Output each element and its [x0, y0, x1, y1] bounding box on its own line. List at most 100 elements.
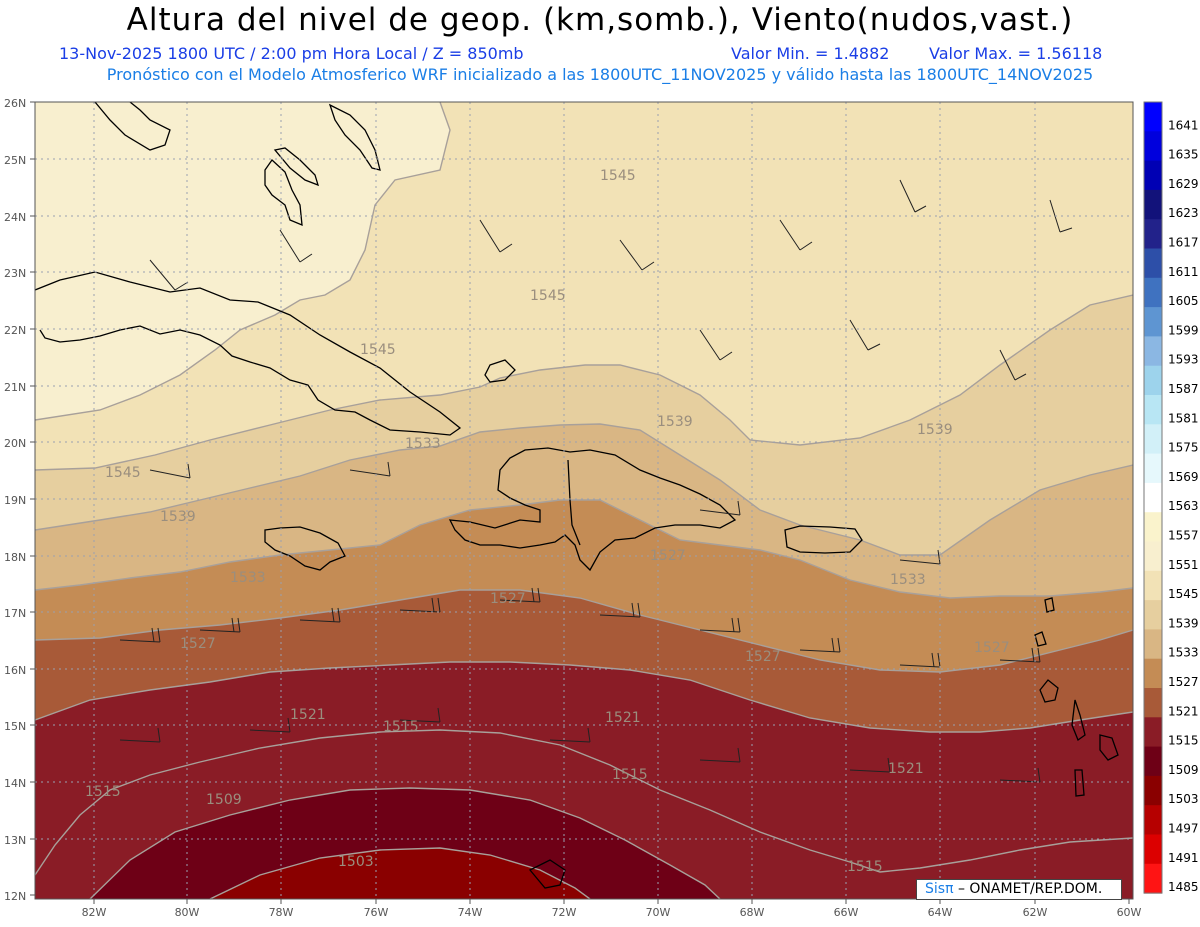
hispaniola-coast	[448, 447, 737, 572]
contour-label: 1539	[917, 422, 953, 438]
lon-label: 68W	[740, 906, 765, 919]
lat-label: 16N	[4, 664, 26, 677]
lat-label: 12N	[4, 890, 26, 903]
lat-label: 26N	[4, 97, 26, 110]
lat-label: 13N	[4, 834, 26, 847]
contour-labels: 1545 1545 1545 1545 1539 1539 1539 1533 …	[85, 168, 1010, 875]
band-1503	[210, 848, 590, 899]
jamaica-coast	[264, 526, 346, 571]
contour-label: 1545	[530, 288, 566, 304]
colorbar-swatch	[1144, 424, 1162, 455]
haiti-dr-border	[567, 459, 581, 546]
lon-label: 72W	[552, 906, 577, 919]
max-value-label: Valor Max. = 1.56118	[929, 44, 1103, 63]
colorbar-swatch	[1144, 189, 1162, 220]
contour-label: 1533	[890, 572, 926, 588]
contour-label: 1533	[230, 570, 266, 586]
lon-label: 64W	[928, 906, 953, 919]
colorbar-label: 1515	[1168, 734, 1199, 748]
lat-label: 19N	[4, 494, 26, 507]
latitude-axis: 26N 25N 24N 23N 22N 21N 20N 19N 18N 17N …	[4, 97, 26, 903]
contour-label: 1503	[338, 854, 374, 870]
contour-label: 1521	[888, 761, 924, 777]
colorbar-swatch	[1144, 512, 1162, 542]
lon-label: 74W	[458, 906, 483, 919]
lat-label: 18N	[4, 551, 26, 564]
date-time-label: 13-Nov-2025 1800 UTC / 2:00 pm Hora Loca…	[59, 44, 524, 63]
contour-label: 1545	[600, 168, 636, 184]
colorbar-swatch	[1144, 717, 1162, 748]
colorbar-swatch	[1144, 336, 1162, 367]
colorbar-swatch	[1144, 834, 1162, 865]
longitude-axis: 82W 80W 78W 76W 74W 72W 70W 68W 66W 64W …	[82, 906, 1142, 919]
turks-caicos	[484, 359, 516, 383]
wind-barbs	[119, 179, 1073, 783]
colorbar-label: 1539	[1168, 616, 1199, 630]
st-vincent	[1074, 769, 1085, 797]
colorbar-swatch	[1144, 775, 1162, 806]
model-info-line: Pronóstico con el Modelo Atmosferico WRF…	[106, 65, 1094, 84]
contour-label: 1515	[383, 719, 419, 735]
colorbar-swatch	[1144, 395, 1162, 425]
lat-label: 22N	[4, 324, 26, 337]
map-area: 1545 1545 1545 1545 1539 1539 1539 1533 …	[35, 102, 1133, 899]
colorbar-label: 1551	[1168, 558, 1199, 572]
min-value-label: Valor Min. = 1.4882	[731, 44, 890, 63]
credit-pi: π	[945, 881, 954, 897]
credit-box: Sisπ – ONAMET/REP.DOM.	[916, 879, 1122, 900]
martinique-dominica	[1071, 699, 1086, 742]
lon-label: 62W	[1023, 906, 1048, 919]
colorbar-label: 1635	[1168, 148, 1199, 162]
antigua	[1044, 597, 1055, 613]
contour-label: 1539	[160, 509, 196, 525]
colorbar-label: 1533	[1168, 646, 1199, 660]
lon-label: 78W	[269, 906, 294, 919]
credit-text: – ONAMET/REP.DOM.	[953, 881, 1103, 897]
contour-label: 1545	[360, 342, 396, 358]
band-1551	[35, 102, 450, 420]
colorbar-label: 1581	[1168, 411, 1199, 425]
colorbar-label: 1527	[1168, 675, 1199, 689]
colorbar-label: 1545	[1168, 587, 1199, 601]
contour-label: 1539	[657, 414, 693, 430]
colorbar-label: 1629	[1168, 177, 1199, 191]
colorbar-swatch	[1144, 600, 1162, 630]
contour-label: 1527	[180, 636, 216, 652]
graticule	[35, 102, 1133, 899]
lon-label: 76W	[364, 906, 389, 919]
contour-lines	[35, 102, 1133, 899]
colorbar-swatch	[1144, 277, 1162, 308]
colorbar-swatch	[1144, 570, 1162, 601]
map-frame	[34, 101, 1134, 900]
cuba-coast	[35, 271, 462, 436]
credit-sis: Sis	[925, 881, 946, 897]
contour-label: 1545	[105, 465, 141, 481]
colorbar-swatch	[1144, 131, 1162, 162]
colorbar: 1641 1635 1629 1623 1617 1611 1605 1599 1593 1587…	[1143, 101, 1199, 894]
colorbar-label: 1611	[1168, 265, 1199, 279]
contour-label: 1527	[650, 548, 686, 564]
colorbar-swatch	[1144, 160, 1162, 191]
contour-label: 1515	[847, 859, 883, 875]
contour-label: 1533	[405, 436, 441, 452]
lat-ticks	[30, 101, 35, 896]
colorbar-swatch	[1144, 248, 1162, 279]
florida-coast	[94, 102, 171, 151]
lat-label: 20N	[4, 437, 26, 450]
colorbar-label: 1491	[1168, 851, 1199, 865]
st-lucia	[1099, 734, 1119, 761]
colorbar-swatch	[1144, 453, 1162, 484]
colorbar-swatch	[1144, 863, 1162, 894]
contour-label: 1521	[605, 710, 641, 726]
colorbar-label: 1599	[1168, 323, 1199, 337]
colorbar-swatch	[1144, 805, 1162, 835]
lon-label: 82W	[82, 906, 107, 919]
colorbar-swatch	[1144, 658, 1162, 689]
colorbar-swatch	[1144, 365, 1162, 396]
contour-label: 1527	[745, 649, 781, 665]
colorbar-frame	[1143, 101, 1163, 894]
colorbar-label: 1521	[1168, 704, 1199, 718]
colorbar-label: 1593	[1168, 353, 1199, 367]
contour-label: 1509	[206, 792, 242, 808]
